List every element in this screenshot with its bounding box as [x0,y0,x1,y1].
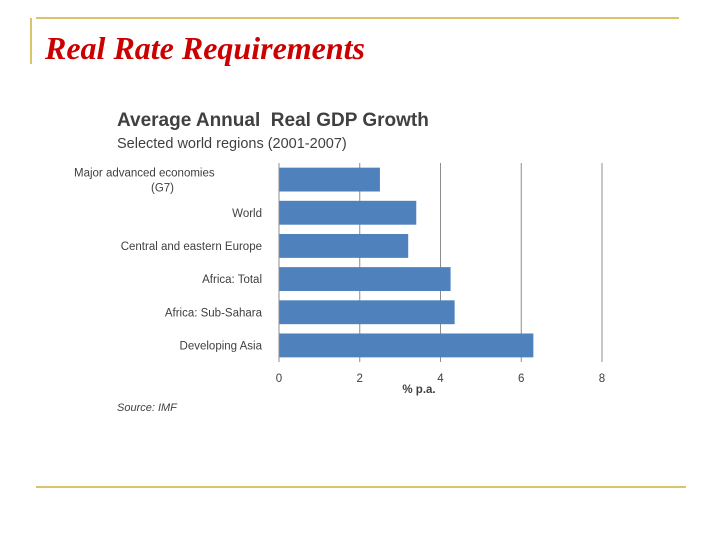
category-labels: Major advanced economies (G7) World Central… [74,168,263,353]
x-tick-8: 8 [599,373,605,385]
top-rule-vertical [30,18,32,64]
category-label-5: Developing Asia [180,340,263,352]
bar-5 [279,333,534,358]
grid-layer [359,163,603,362]
slide-title: Real Rate Requirements [45,30,365,66]
category-label-4: Africa: Sub-Sahara [165,307,263,319]
bar-0 [279,167,380,192]
category-label-2: Central and eastern Europe [121,241,262,253]
bar-4 [279,300,455,325]
x-tick-0: 0 [276,373,282,385]
chart-subtitle: Selected world regions (2001-2007) [117,136,347,152]
chart-title: Average Annual Real GDP Growth [117,110,429,131]
bar-1 [279,200,417,225]
x-tick-2: 2 [357,373,363,385]
source-label: Source: IMF [117,402,178,414]
category-label-0-line2: (G7) [151,183,174,195]
x-tick-4: 4 [437,373,444,385]
bar-3 [279,267,451,292]
x-tick-labels: 0 2 4 6 8 [276,373,605,385]
bar-2 [279,233,409,258]
x-tick-6: 6 [518,373,524,385]
bar-layer [279,167,534,358]
bottom-rule [36,486,686,488]
category-label-0-line1: Major advanced economies [74,168,215,180]
category-label-3: Africa: Total [202,274,262,286]
top-rule [36,17,679,19]
x-axis-label: % p.a. [402,384,435,396]
category-label-1: World [232,208,262,220]
